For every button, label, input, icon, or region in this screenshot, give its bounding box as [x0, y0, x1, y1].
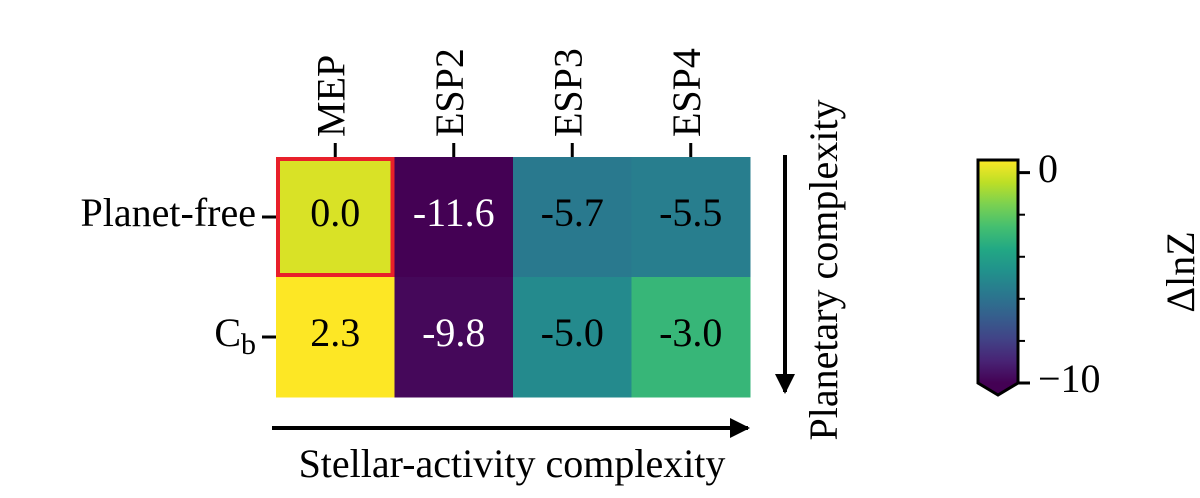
y-tick-label-base: C	[214, 310, 241, 355]
y-tick-label-sub: b	[241, 328, 256, 361]
cell-label: -11.6	[413, 190, 495, 235]
colorbar-tick-label: 0	[1038, 146, 1058, 191]
cell	[631, 157, 751, 278]
highlight	[276, 157, 395, 277]
colorbar-extend	[978, 383, 1018, 395]
cell-label: -3.0	[659, 310, 722, 355]
colorbar	[978, 160, 1018, 383]
x-annotation: Stellar-activity complexity	[299, 441, 726, 486]
cell	[394, 157, 514, 278]
cell-label: -5.0	[541, 310, 604, 355]
colorbar-tick-label: −10	[1038, 356, 1101, 401]
colorbar-frame	[976, 158, 1020, 397]
x-tick-label: ESP2	[427, 48, 472, 137]
cell-label: 0.0	[310, 190, 360, 235]
cell-label: -9.8	[422, 310, 485, 355]
y-annotation: Planetary complexity	[801, 99, 846, 440]
cell	[513, 157, 632, 278]
cell-label: 2.3	[310, 310, 360, 355]
x-tick-label: ESP3	[545, 48, 590, 137]
y-tick-label: Planet-free	[81, 190, 256, 235]
cell	[394, 277, 514, 398]
x-tick-label: MEP	[308, 55, 353, 137]
x-tick-label: ESP4	[664, 48, 709, 137]
y-tick-label: Cb	[214, 310, 256, 361]
cell	[276, 157, 395, 278]
cell	[513, 277, 632, 398]
cell	[276, 277, 395, 398]
cell-label: -5.7	[541, 190, 604, 235]
colorbar-label: ΔlnZ	[1158, 231, 1200, 312]
cell	[631, 277, 751, 398]
cell-label: -5.5	[659, 190, 722, 235]
